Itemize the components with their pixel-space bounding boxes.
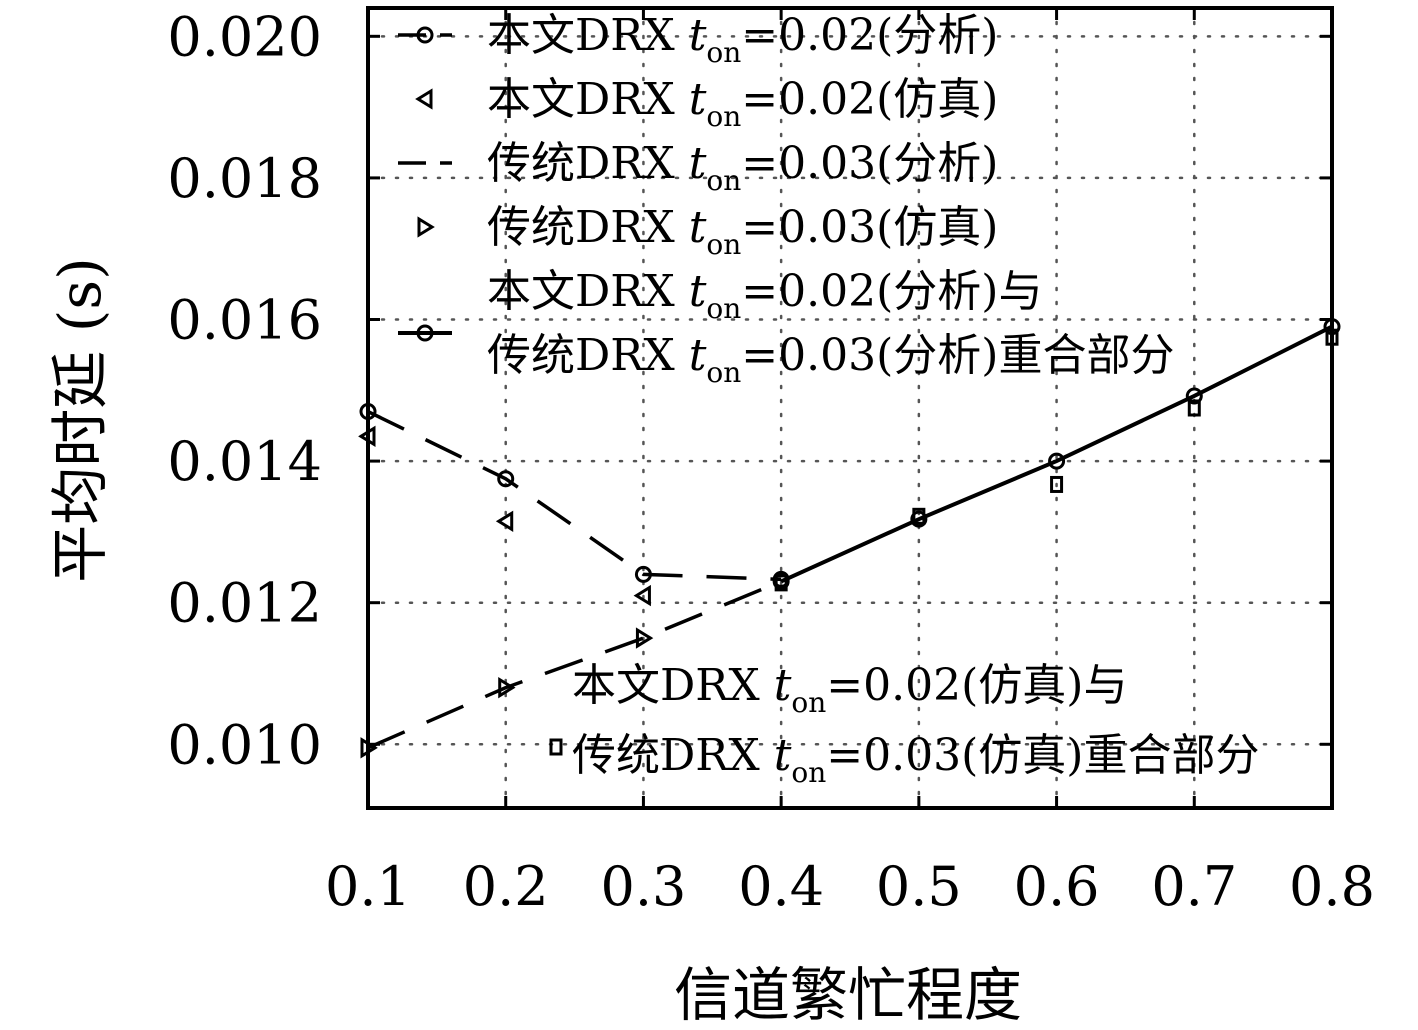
y-tick-label: 0.010 bbox=[167, 713, 322, 776]
legend-label: 本文DRX ton=0.02(分析) bbox=[487, 10, 998, 69]
series-line bbox=[780, 324, 1333, 584]
legend-label: 传统DRX ton=0.03(分析) bbox=[487, 138, 998, 197]
y-tick-label: 0.014 bbox=[167, 430, 322, 493]
x-tick-label: 0.2 bbox=[463, 855, 549, 918]
legend-entry: 传统DRX ton=0.03(分析) bbox=[398, 138, 998, 197]
legend-marker-sample bbox=[416, 324, 434, 342]
x-tick-label: 0.7 bbox=[1151, 855, 1237, 918]
x-tick-label: 0.4 bbox=[738, 855, 824, 918]
legend-label: 传统DRX ton=0.03(仿真) bbox=[487, 202, 998, 261]
legend-entry: 传统DRX ton=0.03(仿真) bbox=[417, 202, 998, 261]
legend-marker-sample bbox=[415, 88, 433, 110]
series-point bbox=[1187, 399, 1201, 417]
y-tick-label: 0.016 bbox=[167, 289, 322, 352]
legend-entry: 本文DRX ton=0.02(仿真) bbox=[415, 74, 998, 133]
y-axis-label: 平均时延 (s) bbox=[46, 257, 114, 582]
y-tick-label: 0.012 bbox=[167, 572, 322, 635]
annotation-label: 本文DRX ton=0.02(仿真)与 bbox=[572, 660, 1127, 719]
annotation-label: 传统DRX ton=0.03(仿真)重合部分 bbox=[572, 730, 1259, 789]
series-2 bbox=[358, 425, 651, 607]
series-line bbox=[367, 579, 782, 750]
annotation-marker bbox=[549, 738, 563, 756]
x-tick-label: 0.6 bbox=[1014, 855, 1100, 918]
legend-marker-sample bbox=[416, 26, 434, 44]
series-point bbox=[635, 627, 654, 649]
x-tick-label: 0.3 bbox=[600, 855, 686, 918]
series-point bbox=[497, 470, 515, 488]
series-1 bbox=[359, 403, 790, 588]
x-tick-labels: 0.1 0.2 0.3 0.4 0.5 0.6 0.7 0.8 bbox=[325, 855, 1375, 918]
legend-marker-sample bbox=[417, 216, 435, 238]
y-tick-label: 0.018 bbox=[167, 147, 322, 210]
x-tick-label: 0.8 bbox=[1289, 855, 1375, 918]
legend-label: 本文DRX ton=0.02(分析)与 bbox=[487, 266, 1042, 325]
legend-label: 传统DRX ton=0.03(分析)重合部分 bbox=[487, 330, 1174, 389]
series-point bbox=[498, 676, 516, 699]
x-tick-label: 0.5 bbox=[876, 855, 962, 918]
series-point bbox=[633, 584, 651, 607]
series-point bbox=[1048, 452, 1066, 470]
series-point bbox=[912, 507, 926, 525]
legend-entry: 本文DRX ton=0.02(分析) bbox=[398, 10, 998, 69]
series-point bbox=[1185, 387, 1203, 405]
series-point bbox=[495, 510, 514, 532]
y-tick-label: 0.020 bbox=[167, 5, 322, 68]
plot-frame bbox=[366, 6, 1334, 810]
x-tick-label: 0.1 bbox=[325, 855, 411, 918]
series-line bbox=[367, 409, 782, 582]
x-axis-label: 信道繁忙程度 bbox=[674, 961, 1022, 1029]
series-point bbox=[910, 510, 928, 528]
series-point bbox=[1050, 475, 1064, 493]
legend-label: 本文DRX ton=0.02(仿真) bbox=[487, 74, 998, 133]
series-5 bbox=[772, 318, 1341, 590]
series-3 bbox=[367, 579, 782, 750]
series-point bbox=[774, 574, 788, 592]
legend: 本文DRX ton=0.02(分析)本文DRX ton=0.02(仿真)传统DR… bbox=[398, 10, 1174, 389]
y-tick-labels: 0.010 0.012 0.014 0.016 0.018 0.020 bbox=[167, 5, 322, 776]
series-point bbox=[634, 565, 652, 583]
